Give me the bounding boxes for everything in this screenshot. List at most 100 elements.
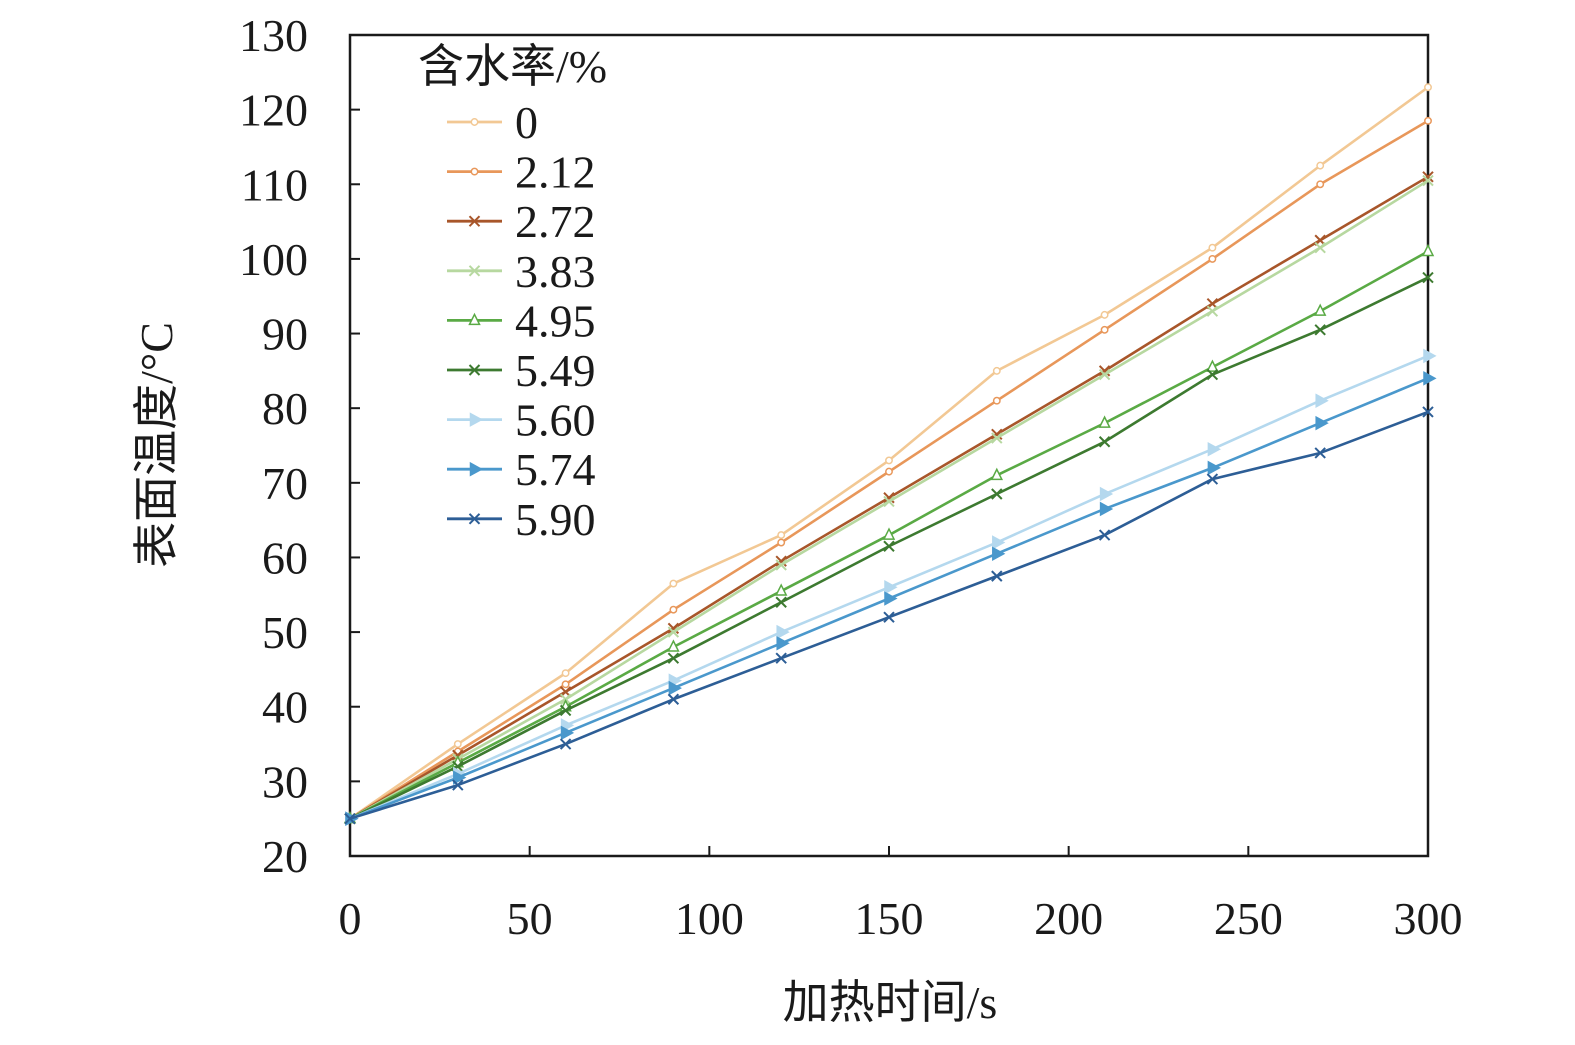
legend-swatch-marker <box>468 215 481 227</box>
data-point <box>561 669 570 678</box>
legend-item: 2.72 <box>447 196 596 247</box>
y-tick-label: 110 <box>241 159 308 210</box>
legend-swatch-marker <box>469 412 484 427</box>
legend-swatch-marker <box>470 167 479 176</box>
legend-swatch-marker <box>468 513 481 525</box>
legend-item: 5.60 <box>447 395 596 446</box>
data-point <box>883 492 895 504</box>
data-point <box>667 626 680 638</box>
data-point <box>775 652 787 664</box>
legend-item: 5.74 <box>447 444 596 495</box>
x-tick-label: 250 <box>1214 893 1283 944</box>
data-point <box>1098 365 1111 377</box>
y-tick-label: 130 <box>239 10 308 61</box>
series-5.74 <box>345 371 1437 826</box>
series-5.49 <box>344 271 1434 825</box>
data-point <box>1207 460 1221 476</box>
data-point <box>991 488 1003 500</box>
data-point <box>991 432 1003 444</box>
data-point <box>559 738 572 750</box>
data-point <box>884 580 898 595</box>
data-point <box>1422 271 1434 284</box>
data-point <box>1424 116 1432 125</box>
data-point <box>667 622 680 635</box>
series-2.12 <box>346 116 1432 823</box>
legend-label: 2.12 <box>515 147 596 198</box>
data-point <box>992 366 1001 375</box>
legend-label: 2.72 <box>515 196 596 247</box>
legend-label: 0 <box>515 97 538 148</box>
data-point <box>1098 436 1111 448</box>
data-point <box>1206 473 1219 485</box>
data-point <box>774 583 788 596</box>
data-point <box>453 740 462 748</box>
data-point <box>883 611 895 623</box>
legend-label: 5.74 <box>515 444 596 495</box>
data-point <box>669 605 678 614</box>
data-point <box>991 570 1003 582</box>
x-tick-label: 300 <box>1394 893 1463 944</box>
y-axis-title: 表面温度/°C <box>131 322 182 568</box>
series-5.60 <box>345 348 1437 826</box>
data-point <box>560 725 575 741</box>
data-point <box>775 559 787 571</box>
data-point <box>1314 447 1326 459</box>
legend-swatch-marker <box>468 312 481 326</box>
y-tick-label: 90 <box>262 309 308 360</box>
y-tick-label: 120 <box>239 85 308 136</box>
y-tick-label: 40 <box>262 682 308 733</box>
data-point <box>452 779 464 791</box>
legend-swatch-marker <box>468 265 481 277</box>
data-point <box>883 495 895 508</box>
data-point <box>1423 371 1437 386</box>
legend-swatch-marker <box>468 364 481 376</box>
data-point <box>1206 359 1219 372</box>
data-point <box>344 812 356 825</box>
legend-item: 0 <box>447 97 538 148</box>
legend-label: 3.83 <box>515 246 596 297</box>
data-point <box>776 624 790 640</box>
data-point <box>561 680 570 689</box>
data-point <box>1424 83 1432 92</box>
legend-item: 5.90 <box>447 494 596 545</box>
data-point <box>885 467 893 476</box>
legend-label: 4.95 <box>515 295 596 346</box>
data-point <box>992 546 1006 561</box>
x-tick-label: 200 <box>1034 893 1103 944</box>
x-axis-title: 加热时间/s <box>783 977 998 1028</box>
data-point <box>775 555 787 567</box>
legend: 含水率/% 02.122.723.834.955.495.605.745.90 <box>418 41 607 545</box>
data-point <box>1207 441 1221 457</box>
legend-item: 5.49 <box>447 345 596 396</box>
data-point <box>1422 174 1434 187</box>
data-point <box>1099 501 1114 517</box>
legend-title: 含水率/% <box>418 41 607 92</box>
data-point <box>1100 325 1109 334</box>
data-point <box>1206 368 1219 381</box>
legend-swatch-marker <box>470 118 479 126</box>
series-4.95 <box>343 243 1435 824</box>
data-point <box>559 704 572 717</box>
y-tick-label: 30 <box>262 756 308 807</box>
data-point <box>1313 303 1327 316</box>
y-tick-label: 80 <box>262 383 308 434</box>
data-point <box>1098 529 1111 541</box>
data-point <box>1098 368 1111 381</box>
data-point <box>453 770 467 785</box>
data-point <box>667 693 680 705</box>
series-0 <box>346 83 1432 823</box>
data-point <box>1208 243 1217 252</box>
data-point <box>1316 180 1325 189</box>
data-point <box>1421 243 1435 257</box>
y-tick-label: 20 <box>262 831 308 882</box>
data-point <box>1208 254 1217 263</box>
series-layer <box>343 83 1437 826</box>
y-tick-label: 50 <box>262 607 308 658</box>
data-point <box>1098 415 1111 428</box>
data-point <box>883 540 895 552</box>
legend-swatch-marker <box>469 461 484 477</box>
legend-label: 5.90 <box>515 494 596 545</box>
data-point <box>1422 171 1434 183</box>
data-point <box>776 636 790 651</box>
legend-label: 5.49 <box>515 345 596 396</box>
